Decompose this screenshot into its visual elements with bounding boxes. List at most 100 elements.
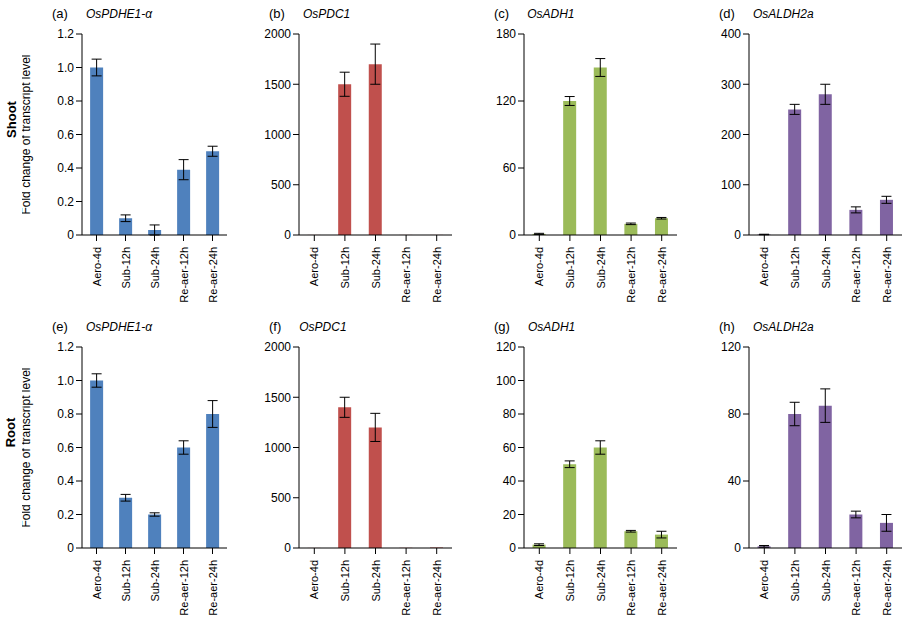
svg-text:Aero-4d: Aero-4d <box>308 560 320 599</box>
svg-text:Sub-12h: Sub-12h <box>564 247 576 289</box>
svg-text:Aero-4d: Aero-4d <box>91 247 103 286</box>
svg-text:120: 120 <box>721 340 741 354</box>
html-text:OsPDHE1-α: OsPDHE1-α <box>85 320 153 334</box>
svg-text:100: 100 <box>496 374 516 388</box>
svg-text:Sub-24h: Sub-24h <box>149 560 161 602</box>
svg-text:0: 0 <box>734 541 741 555</box>
svg-text:0.2: 0.2 <box>57 195 74 209</box>
svg-text:Sub-12h: Sub-12h <box>120 560 132 602</box>
svg-text:Fold change of transcript leve: Fold change of transcript level <box>22 367 33 527</box>
svg-text:1.2: 1.2 <box>57 27 74 41</box>
svg-text:Sub-24h: Sub-24h <box>370 247 382 289</box>
html-text:OsPDC1: OsPDC1 <box>302 7 351 21</box>
svg-text:Sub-24h: Sub-24h <box>595 560 607 602</box>
html-text:OsADH1: OsADH1 <box>527 7 575 21</box>
svg-text:1000: 1000 <box>264 128 291 142</box>
svg-text:Sub-12h: Sub-12h <box>789 560 801 602</box>
svg-text:0.6: 0.6 <box>57 441 74 455</box>
svg-text:0.4: 0.4 <box>57 161 74 175</box>
svg-text:0.6: 0.6 <box>57 128 74 142</box>
html-text:Root: Root <box>3 417 19 448</box>
svg-text:500: 500 <box>271 178 291 192</box>
svg-text:300: 300 <box>721 78 741 92</box>
svg-text:Fold change of transcript leve: Fold change of transcript level <box>22 54 33 214</box>
html-text:(a): (a) <box>52 6 68 21</box>
svg-text:120: 120 <box>496 94 516 108</box>
svg-text:Re-aer-12h: Re-aer-12h <box>178 560 190 616</box>
svg-text:Re-aer-12h: Re-aer-12h <box>400 247 412 303</box>
svg-text:60: 60 <box>503 161 517 175</box>
svg-text:400: 400 <box>721 27 741 41</box>
svg-text:Sub-12h: Sub-12h <box>564 560 576 602</box>
svg-text:Re-aer-24h: Re-aer-24h <box>881 247 893 303</box>
svg-text:2000: 2000 <box>264 27 291 41</box>
svg-text:Re-aer-12h: Re-aer-12h <box>178 247 190 303</box>
svg-text:Aero-4d: Aero-4d <box>758 247 770 286</box>
svg-text:0.8: 0.8 <box>57 407 74 421</box>
svg-text:Re-aer-12h: Re-aer-12h <box>850 560 862 616</box>
svg-text:1.0: 1.0 <box>57 61 74 75</box>
svg-text:180: 180 <box>496 27 516 41</box>
html-text:(e): (e) <box>52 319 68 334</box>
html-text:(g): (g) <box>494 319 510 334</box>
svg-text:0.2: 0.2 <box>57 508 74 522</box>
svg-text:Sub-24h: Sub-24h <box>595 247 607 289</box>
html-text:Shoot: Shoot <box>3 101 19 138</box>
svg-text:Sub-24h: Sub-24h <box>149 247 161 289</box>
svg-text:40: 40 <box>728 474 742 488</box>
svg-text:100: 100 <box>721 178 741 192</box>
svg-text:Aero-4d: Aero-4d <box>533 247 545 286</box>
svg-text:Aero-4d: Aero-4d <box>533 560 545 599</box>
svg-text:0: 0 <box>67 541 74 555</box>
svg-text:Sub-12h: Sub-12h <box>339 560 351 602</box>
svg-text:0.8: 0.8 <box>57 94 74 108</box>
svg-text:Re-aer-24h: Re-aer-24h <box>881 560 893 616</box>
svg-text:Re-aer-24h: Re-aer-24h <box>431 247 443 303</box>
svg-text:Sub-24h: Sub-24h <box>820 560 832 602</box>
svg-text:Re-aer-12h: Re-aer-12h <box>850 247 862 303</box>
svg-text:Re-aer-12h: Re-aer-12h <box>400 560 412 616</box>
html-text:(d): (d) <box>719 6 735 21</box>
svg-text:Re-aer-12h: Re-aer-12h <box>625 560 637 616</box>
html-text:(b): (b) <box>269 6 285 21</box>
svg-text:Aero-4d: Aero-4d <box>758 560 770 599</box>
svg-text:0: 0 <box>284 541 291 555</box>
svg-text:Sub-12h: Sub-12h <box>789 247 801 289</box>
svg-text:0: 0 <box>734 228 741 242</box>
svg-text:Sub-12h: Sub-12h <box>120 247 132 289</box>
svg-text:80: 80 <box>728 407 742 421</box>
svg-text:120: 120 <box>496 340 516 354</box>
svg-text:Sub-12h: Sub-12h <box>339 247 351 289</box>
svg-text:0.4: 0.4 <box>57 474 74 488</box>
svg-text:Aero-4d: Aero-4d <box>308 247 320 286</box>
svg-text:Re-aer-24h: Re-aer-24h <box>656 560 668 616</box>
svg-text:1000: 1000 <box>264 441 291 455</box>
svg-text:1.0: 1.0 <box>57 374 74 388</box>
svg-text:200: 200 <box>721 128 741 142</box>
svg-text:Re-aer-24h: Re-aer-24h <box>431 560 443 616</box>
html-text:OsPDHE1-α: OsPDHE1-α <box>85 7 153 21</box>
svg-text:Re-aer-24h: Re-aer-24h <box>207 560 219 616</box>
svg-text:1500: 1500 <box>264 391 291 405</box>
html-text:OsALDH2a: OsALDH2a <box>752 7 814 21</box>
svg-text:80: 80 <box>503 407 517 421</box>
svg-text:2000: 2000 <box>264 340 291 354</box>
svg-text:40: 40 <box>503 474 517 488</box>
svg-text:1500: 1500 <box>264 78 291 92</box>
svg-text:Sub-24h: Sub-24h <box>820 247 832 289</box>
svg-text:Re-aer-24h: Re-aer-24h <box>656 247 668 303</box>
svg-text:60: 60 <box>503 441 517 455</box>
svg-text:Re-aer-24h: Re-aer-24h <box>207 247 219 303</box>
svg-text:1.2: 1.2 <box>57 340 74 354</box>
svg-text:0: 0 <box>67 228 74 242</box>
svg-text:500: 500 <box>271 491 291 505</box>
svg-text:0: 0 <box>284 228 291 242</box>
html-text:(h): (h) <box>719 319 735 334</box>
svg-text:20: 20 <box>503 508 517 522</box>
svg-text:Sub-24h: Sub-24h <box>370 560 382 602</box>
svg-text:Re-aer-12h: Re-aer-12h <box>625 247 637 303</box>
svg-text:0: 0 <box>509 228 516 242</box>
html-text:(c): (c) <box>494 6 510 21</box>
svg-text:0: 0 <box>509 541 516 555</box>
svg-text:Aero-4d: Aero-4d <box>91 560 103 599</box>
